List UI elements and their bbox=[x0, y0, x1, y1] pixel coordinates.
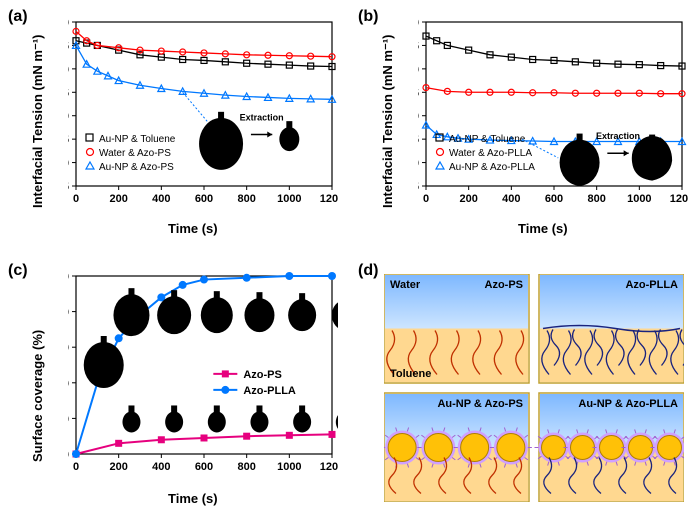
panel-b: (b) Interfacial Tension (mN m⁻¹) 0 200 400… bbox=[358, 8, 688, 240]
panel-c-xlabel: Time (s) bbox=[168, 491, 218, 506]
panel-a-label: (a) bbox=[8, 8, 28, 26]
svg-text:40: 40 bbox=[68, 17, 69, 29]
svg-text:Au-NP & Toluene: Au-NP & Toluene bbox=[449, 134, 526, 145]
svg-text:Au-NP & Azo-PS: Au-NP & Azo-PS bbox=[437, 398, 523, 410]
svg-text:1000: 1000 bbox=[277, 461, 301, 473]
svg-text:Extraction: Extraction bbox=[596, 131, 640, 141]
panel-a-ylabel: Interfacial Tension (mN m⁻¹) bbox=[30, 28, 45, 208]
svg-text:400: 400 bbox=[502, 193, 520, 205]
svg-text:Water: Water bbox=[390, 279, 421, 291]
svg-text:Au-NP & Azo-PLLA: Au-NP & Azo-PLLA bbox=[449, 162, 535, 173]
svg-text:100: 100 bbox=[68, 271, 69, 283]
svg-text:30: 30 bbox=[68, 64, 69, 76]
svg-text:10: 10 bbox=[68, 158, 69, 170]
chart-c: 0 200 400 600 800 1000 1200 0 20 40 60 80 100 Azo-PS A… bbox=[68, 270, 338, 484]
panel-c-ylabel: Surface coverage (%) bbox=[30, 292, 45, 462]
svg-text:40: 40 bbox=[68, 378, 69, 390]
svg-text:30: 30 bbox=[418, 64, 419, 76]
svg-text:1200: 1200 bbox=[320, 193, 338, 205]
svg-text:Azo-PLLA: Azo-PLLA bbox=[625, 279, 678, 291]
panel-b-xlabel: Time (s) bbox=[518, 221, 568, 236]
svg-text:40: 40 bbox=[418, 17, 419, 29]
svg-text:400: 400 bbox=[152, 461, 170, 473]
diagram-d: Azo-PS Water Toluene Azo-PLLA Au-NP & Azo-PS… bbox=[384, 274, 684, 502]
svg-text:35: 35 bbox=[418, 40, 419, 52]
svg-text:200: 200 bbox=[459, 193, 477, 205]
svg-text:20: 20 bbox=[68, 413, 69, 425]
svg-text:Au-NP & Toluene: Au-NP & Toluene bbox=[99, 134, 176, 145]
svg-text:5: 5 bbox=[68, 181, 69, 193]
svg-text:60: 60 bbox=[68, 342, 69, 354]
svg-text:1200: 1200 bbox=[320, 461, 338, 473]
svg-text:0: 0 bbox=[73, 193, 79, 205]
chart-a: 0 200 400 600 800 1000 1200 5 10 15 20 25 30 35 40 Au-N… bbox=[68, 16, 338, 216]
svg-text:20: 20 bbox=[418, 111, 419, 123]
svg-text:10: 10 bbox=[418, 158, 419, 170]
svg-text:400: 400 bbox=[152, 193, 170, 205]
svg-text:20: 20 bbox=[68, 111, 69, 123]
panel-a-xlabel: Time (s) bbox=[168, 221, 218, 236]
panel-c: (c) Surface coverage (%) 020040060080010… bbox=[8, 262, 338, 510]
svg-text:Azo-PS: Azo-PS bbox=[485, 279, 524, 291]
svg-text:Au-NP & Azo-PLLA: Au-NP & Azo-PLLA bbox=[578, 398, 678, 410]
svg-text:0: 0 bbox=[73, 461, 79, 473]
svg-text:Extraction: Extraction bbox=[240, 112, 284, 122]
svg-text:200: 200 bbox=[109, 193, 127, 205]
svg-text:1200: 1200 bbox=[670, 193, 688, 205]
svg-text:Azo-PLLA: Azo-PLLA bbox=[243, 385, 296, 397]
panel-c-label: (c) bbox=[8, 262, 28, 280]
svg-text:Au-NP & Azo-PS: Au-NP & Azo-PS bbox=[99, 162, 174, 173]
svg-text:800: 800 bbox=[587, 193, 605, 205]
svg-text:Water & Azo-PS: Water & Azo-PS bbox=[99, 148, 171, 159]
svg-text:Azo-PS: Azo-PS bbox=[243, 369, 281, 381]
svg-text:15: 15 bbox=[418, 134, 419, 146]
svg-text:0: 0 bbox=[423, 193, 429, 205]
svg-text:1000: 1000 bbox=[627, 193, 651, 205]
svg-text:600: 600 bbox=[545, 193, 563, 205]
svg-text:5: 5 bbox=[418, 181, 419, 193]
svg-text:25: 25 bbox=[418, 87, 419, 99]
panel-b-label: (b) bbox=[358, 8, 378, 26]
svg-text:800: 800 bbox=[237, 193, 255, 205]
svg-text:Toluene: Toluene bbox=[390, 368, 431, 380]
svg-text:800: 800 bbox=[237, 461, 255, 473]
svg-text:15: 15 bbox=[68, 134, 69, 146]
svg-text:600: 600 bbox=[195, 461, 213, 473]
svg-text:80: 80 bbox=[68, 307, 69, 319]
svg-text:25: 25 bbox=[68, 87, 69, 99]
svg-text:1000: 1000 bbox=[277, 193, 301, 205]
panel-d: (d) Azo-PS Water Toluene Azo-PLLA Au-NP & Az… bbox=[358, 262, 688, 510]
panel-a: (a) Interfacial Tension (mN m⁻¹) 0 200 400… bbox=[8, 8, 338, 240]
svg-text:Water & Azo-PLLA: Water & Azo-PLLA bbox=[449, 148, 532, 159]
svg-text:35: 35 bbox=[68, 40, 69, 52]
svg-text:600: 600 bbox=[195, 193, 213, 205]
panel-b-ylabel: Interfacial Tension (mN m⁻¹) bbox=[380, 28, 395, 208]
svg-text:200: 200 bbox=[109, 461, 127, 473]
svg-text:0: 0 bbox=[68, 449, 69, 461]
chart-b: 0 200 400 600 800 1000 1200 5 10 15 20 25 30 35 40 Au-N… bbox=[418, 16, 688, 216]
panel-d-label: (d) bbox=[358, 262, 378, 280]
